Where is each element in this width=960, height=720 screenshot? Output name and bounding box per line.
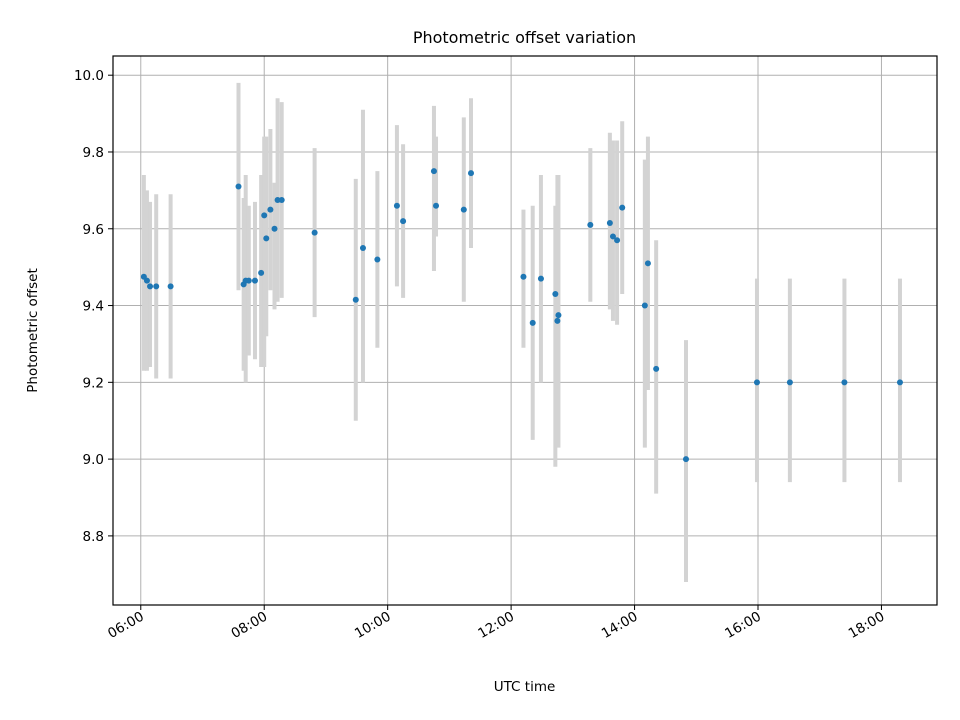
data-point: [258, 269, 265, 276]
x-tick-label: 10:00: [352, 609, 394, 642]
data-point: [430, 168, 437, 175]
data-point: [520, 273, 527, 280]
data-point: [653, 365, 660, 372]
data-point: [753, 379, 760, 386]
data-point: [251, 277, 258, 284]
data-point: [555, 312, 562, 319]
data-point: [245, 277, 252, 284]
x-tick-label: 14:00: [599, 609, 641, 642]
data-point: [359, 244, 366, 251]
data-point: [263, 235, 270, 242]
data-point: [467, 170, 474, 177]
chart-title: Photometric offset variation: [413, 28, 636, 47]
data-point: [587, 221, 594, 228]
y-tick-label: 9.0: [83, 452, 104, 468]
data-point: [235, 183, 242, 190]
data-point: [261, 212, 268, 219]
y-tick-label: 10.0: [74, 68, 104, 84]
x-tick-label: 18:00: [846, 609, 888, 642]
y-tick-label: 9.2: [83, 375, 104, 391]
data-point: [167, 283, 174, 290]
data-point: [641, 302, 648, 309]
data-point: [682, 456, 689, 463]
data-point: [274, 196, 281, 203]
data-point: [609, 233, 616, 240]
data-point: [143, 277, 150, 284]
data-point: [552, 291, 559, 298]
y-tick-label: 8.8: [83, 529, 104, 545]
data-point: [537, 275, 544, 282]
y-axis-label: Photometric offset: [25, 268, 41, 392]
y-tick-label: 9.4: [83, 299, 104, 315]
data-point: [393, 202, 400, 209]
data-point: [267, 206, 274, 213]
x-tick-label: 06:00: [105, 609, 147, 642]
data-point: [529, 319, 536, 326]
data-point: [153, 283, 160, 290]
y-tick-label: 9.6: [83, 222, 104, 238]
data-point: [278, 196, 285, 203]
data-point: [606, 220, 613, 227]
data-point: [374, 256, 381, 263]
data-points: [140, 168, 903, 463]
data-point: [311, 229, 318, 236]
data-point: [614, 237, 621, 244]
plot-frame: [112, 55, 938, 606]
data-point: [433, 202, 440, 209]
data-point: [554, 317, 561, 324]
data-point: [352, 296, 359, 303]
data-point: [147, 283, 154, 290]
data-point: [786, 379, 793, 386]
data-point: [841, 379, 848, 386]
data-point: [271, 225, 278, 232]
data-point: [400, 218, 407, 225]
data-point: [644, 260, 651, 267]
data-point: [460, 206, 467, 213]
error-bars: [141, 82, 902, 582]
x-tick-label: 08:00: [229, 609, 271, 642]
x-tick-label: 16:00: [722, 609, 764, 642]
data-point: [619, 204, 626, 211]
x-axis-label: UTC time: [494, 679, 556, 695]
x-tick-label: 12:00: [475, 609, 517, 642]
ticks: 06:00 08:00 10:00 12:00 14:00 16:00 18:00 8.8 9.…: [74, 68, 888, 642]
y-tick-label: 9.8: [83, 145, 104, 161]
data-point: [896, 379, 903, 386]
